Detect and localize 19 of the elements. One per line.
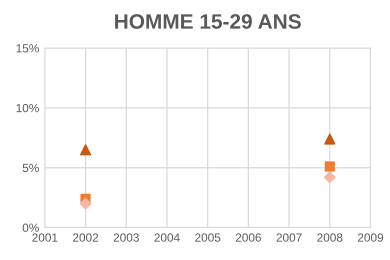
x-tick-label: 2001 <box>32 233 58 242</box>
point <box>324 133 336 145</box>
y-tick-label: 10% <box>16 104 39 112</box>
x-tick-label: 2002 <box>73 233 98 242</box>
x-tick-label: 2009 <box>358 233 384 242</box>
x-tick-label: 2008 <box>317 233 342 242</box>
chart-title: HOMME 15-29 ANS <box>115 14 301 29</box>
point <box>80 198 92 210</box>
x-tick-label: 2004 <box>154 233 180 242</box>
point <box>80 144 92 156</box>
x-tick-label: 2003 <box>114 233 139 242</box>
y-tick-label: 15% <box>16 44 39 52</box>
x-tick-label: 2006 <box>236 233 261 242</box>
y-tick-label: 5% <box>22 164 39 172</box>
y-tick-label: 0% <box>22 224 39 232</box>
x-tick-label: 2007 <box>276 233 302 242</box>
point <box>324 161 335 172</box>
point <box>324 171 336 184</box>
x-tick-label: 2005 <box>195 233 220 242</box>
